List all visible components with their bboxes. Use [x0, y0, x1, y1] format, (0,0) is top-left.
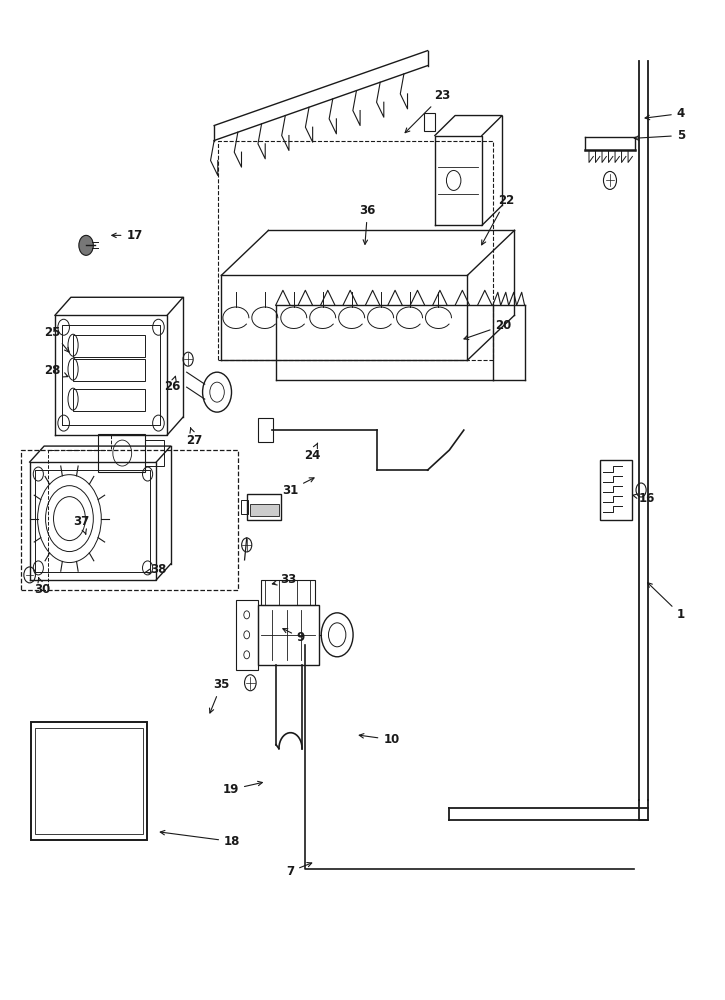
- Bar: [146, 440, 164, 466]
- Text: 23: 23: [405, 89, 450, 133]
- Text: 10: 10: [360, 733, 399, 746]
- Text: 36: 36: [360, 204, 376, 244]
- Text: 5: 5: [634, 129, 685, 142]
- Text: 27: 27: [186, 428, 203, 447]
- Text: 7: 7: [286, 863, 312, 878]
- Text: 19: 19: [223, 781, 262, 796]
- Text: 25: 25: [45, 326, 69, 352]
- Bar: [600, 460, 632, 520]
- Bar: [257, 605, 319, 665]
- Text: 17: 17: [112, 229, 143, 242]
- Bar: [99, 434, 146, 472]
- Text: 37: 37: [74, 515, 90, 534]
- Bar: [249, 504, 278, 516]
- Text: 26: 26: [164, 376, 181, 393]
- Bar: [424, 113, 435, 131]
- Text: 28: 28: [45, 364, 68, 377]
- Bar: [73, 335, 146, 357]
- Text: 20: 20: [464, 319, 512, 340]
- Text: 30: 30: [35, 578, 51, 596]
- Bar: [241, 500, 248, 514]
- Bar: [261, 580, 315, 605]
- Text: 24: 24: [304, 443, 320, 462]
- Bar: [236, 600, 257, 670]
- Text: 22: 22: [481, 194, 514, 245]
- Bar: [31, 722, 147, 840]
- Text: 4: 4: [645, 107, 685, 120]
- Text: 38: 38: [145, 563, 167, 576]
- Text: 31: 31: [282, 478, 314, 497]
- Bar: [36, 728, 143, 834]
- Text: 9: 9: [283, 629, 305, 644]
- Text: 35: 35: [210, 678, 230, 713]
- Bar: [247, 494, 281, 520]
- Bar: [73, 359, 146, 381]
- Bar: [73, 389, 146, 411]
- Text: 33: 33: [273, 573, 297, 586]
- Bar: [257, 418, 273, 442]
- Circle shape: [79, 235, 94, 255]
- Text: 16: 16: [633, 492, 655, 505]
- Text: 18: 18: [160, 830, 241, 848]
- Text: 1: 1: [647, 583, 685, 621]
